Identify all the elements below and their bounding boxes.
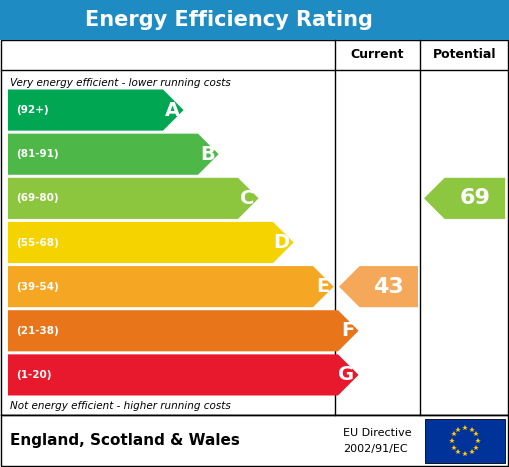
Text: Not energy efficient - higher running costs: Not energy efficient - higher running co…: [10, 401, 231, 411]
Polygon shape: [8, 354, 358, 396]
Text: E: E: [316, 277, 329, 296]
Bar: [1, 415, 508, 466]
Text: B: B: [200, 145, 215, 164]
Polygon shape: [8, 178, 259, 219]
Polygon shape: [339, 266, 418, 307]
Text: (1-20): (1-20): [16, 370, 51, 380]
Polygon shape: [8, 134, 218, 175]
Text: (55-68): (55-68): [16, 238, 59, 248]
Text: (69-80): (69-80): [16, 193, 59, 203]
Text: EU Directive: EU Directive: [343, 428, 412, 438]
Text: (81-91): (81-91): [16, 149, 59, 159]
Polygon shape: [8, 90, 184, 131]
Bar: [0, 0, 509, 40]
Text: A: A: [164, 100, 180, 120]
Text: 43: 43: [374, 276, 404, 297]
Text: C: C: [240, 189, 254, 208]
Bar: [1, 40, 508, 415]
Text: Potential: Potential: [433, 49, 496, 62]
Bar: [425, 419, 505, 463]
Text: (92+): (92+): [16, 105, 49, 115]
Text: F: F: [342, 321, 355, 340]
Polygon shape: [8, 310, 358, 351]
Text: Current: Current: [351, 49, 404, 62]
Text: (39-54): (39-54): [16, 282, 59, 292]
Text: G: G: [338, 366, 355, 384]
Text: D: D: [273, 233, 290, 252]
Polygon shape: [8, 222, 294, 263]
Text: Very energy efficient - lower running costs: Very energy efficient - lower running co…: [10, 78, 231, 88]
Text: Energy Efficiency Rating: Energy Efficiency Rating: [85, 10, 373, 30]
Text: (21-38): (21-38): [16, 326, 59, 336]
Text: 69: 69: [459, 188, 490, 208]
Text: England, Scotland & Wales: England, Scotland & Wales: [10, 433, 240, 448]
Polygon shape: [8, 266, 333, 307]
Text: 2002/91/EC: 2002/91/EC: [343, 444, 408, 454]
Polygon shape: [424, 178, 505, 219]
